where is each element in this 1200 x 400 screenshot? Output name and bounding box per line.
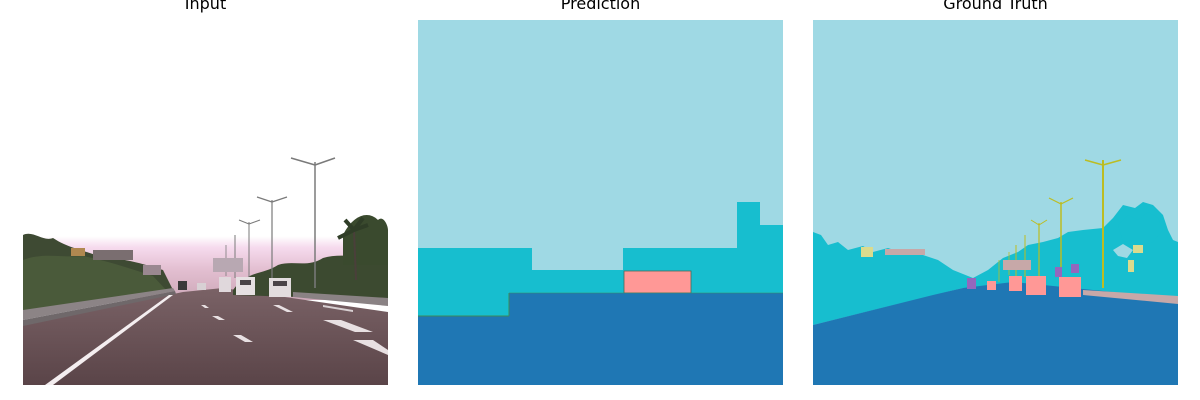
ground-truth-mask	[813, 20, 1178, 385]
input-panel-title: Input	[184, 0, 227, 13]
ground-truth-panel-title: Ground Truth	[943, 0, 1048, 13]
input-photo	[23, 20, 388, 385]
prediction-mask	[418, 20, 783, 385]
prediction-panel-title: Prediction	[560, 0, 641, 13]
prediction-mask-panel	[418, 20, 783, 385]
ground-truth-mask-panel	[813, 20, 1178, 385]
input-image-panel	[23, 20, 388, 385]
